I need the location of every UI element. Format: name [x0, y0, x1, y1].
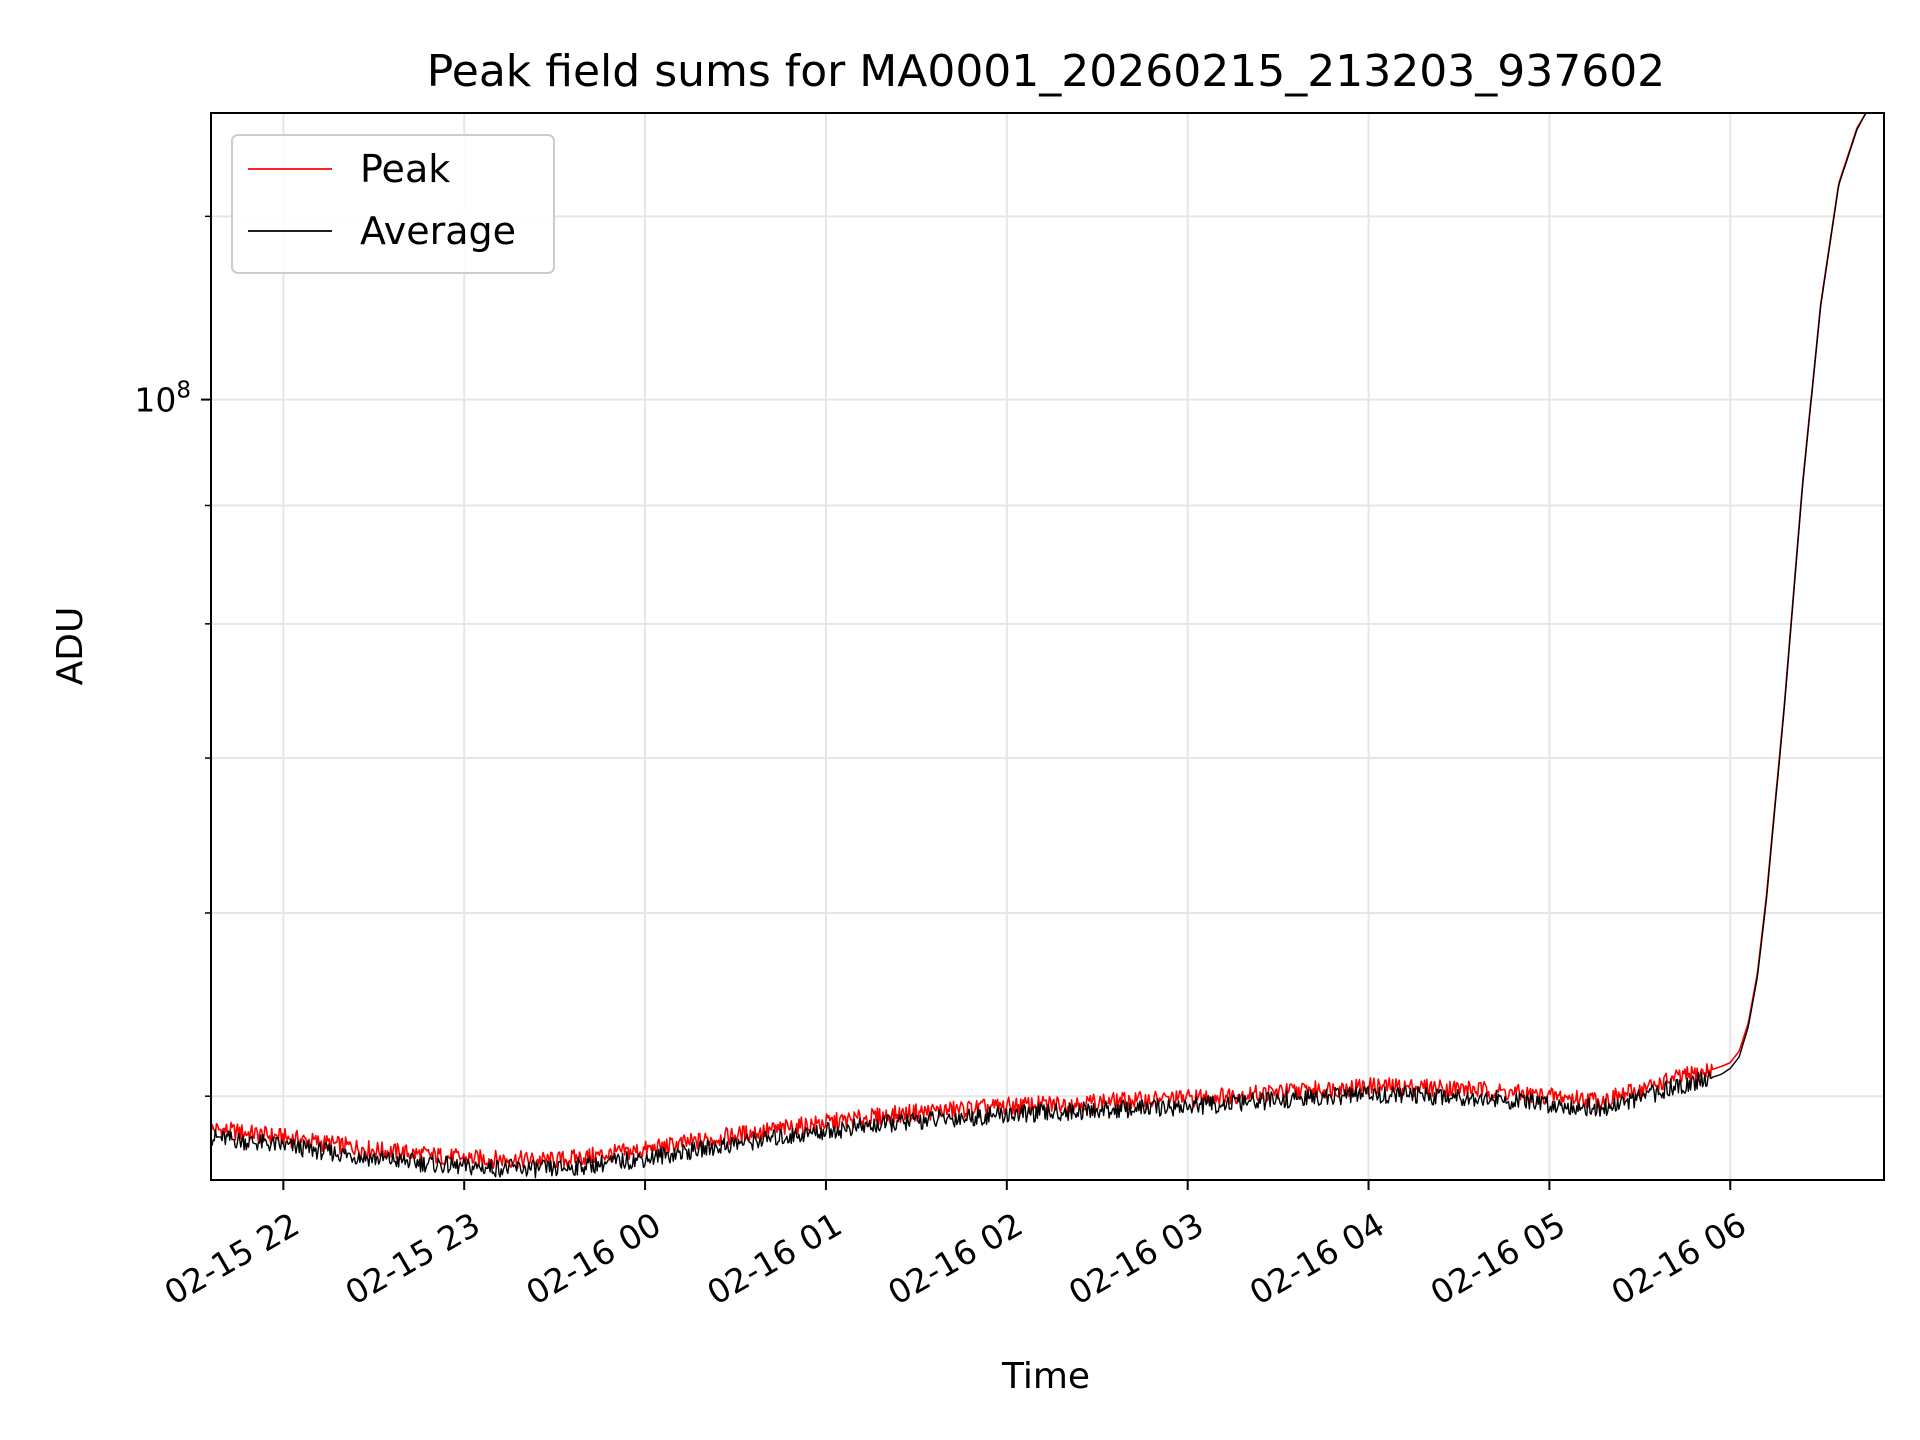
series-line-peak [211, 113, 1867, 1169]
y-axis-label: ADU [50, 607, 91, 686]
series-line-average [211, 113, 1867, 1179]
legend: Peak Average [231, 134, 555, 274]
x-axis-label: Time [1001, 1356, 1090, 1397]
y-tick-label: 108 [134, 378, 191, 420]
legend-label-average: Average [360, 209, 516, 253]
plot-frame [210, 112, 1885, 1181]
legend-label-peak: Peak [360, 147, 450, 191]
series-group [211, 113, 1867, 1179]
chart-title: Peak field sums for MA0001_20260215_2132… [427, 46, 1665, 97]
grid [211, 113, 1884, 1180]
